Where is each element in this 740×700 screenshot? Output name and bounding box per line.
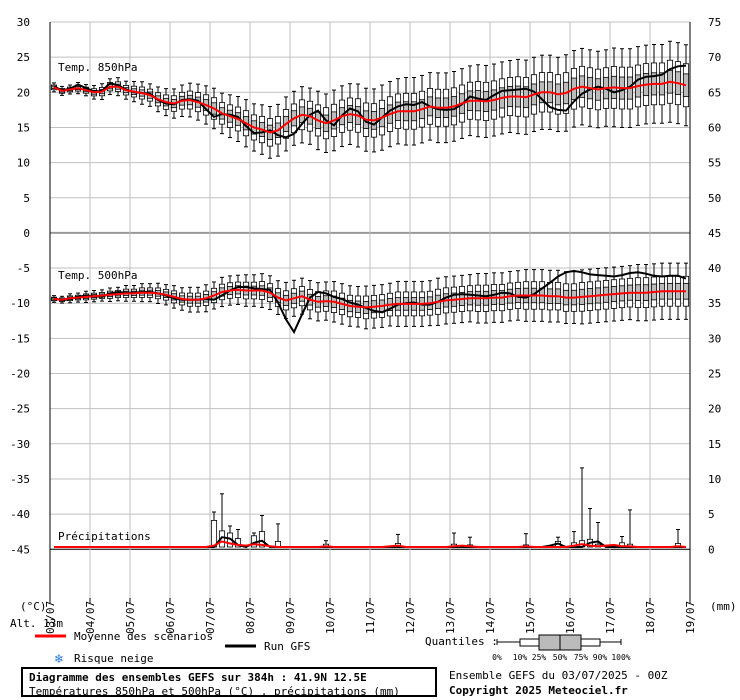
x-tick-label: 16/07 (564, 601, 577, 634)
right-tick-label: 60 (708, 121, 721, 134)
right-tick-label: 30 (708, 332, 721, 345)
right-tick-label: 75 (708, 16, 721, 29)
right-tick-label: 65 (708, 86, 721, 99)
left-tick-label: 0 (23, 227, 30, 240)
x-tick-label: 10/07 (324, 601, 337, 634)
t850-series (50, 40, 690, 159)
x-tick-label: 04/07 (84, 601, 97, 634)
right-tick-label: 70 (708, 51, 721, 64)
ensemble-run-label: Ensemble GEFS du 03/07/2025 - 00Z (449, 669, 668, 682)
x-tick-label: 14/07 (484, 601, 497, 634)
x-tick-label: 03/07 (44, 601, 57, 634)
left-tick-label: -40 (10, 508, 30, 521)
x-tick-label: 07/07 (204, 601, 217, 634)
x-tick-label: 12/07 (404, 601, 417, 634)
grid (49, 21, 691, 603)
right-tick-label: 55 (708, 157, 721, 170)
altitude-label: Alt. 13m (10, 617, 63, 630)
legend-quantiles-title: Quantiles : (425, 635, 498, 648)
quantile-label: 90% (593, 653, 608, 662)
right-tick-label: 40 (708, 262, 721, 275)
left-tick-label: 10 (17, 157, 30, 170)
right-tick-label: 20 (708, 403, 721, 416)
x-tick-label: 18/07 (644, 601, 657, 634)
right-tick-label: 5 (708, 508, 715, 521)
left-tick-label: 30 (17, 16, 30, 29)
left-tick-label: 25 (17, 51, 30, 64)
x-tick-label: 13/07 (444, 601, 457, 634)
copyright: Copyright 2025 Meteociel.fr (449, 684, 628, 697)
x-tick-label: 08/07 (244, 601, 257, 634)
quantile-labels: 0% 10% 25% 50% 75% 90% 100% (492, 653, 631, 662)
right-tick-label: 0 (708, 543, 715, 556)
left-tick-label: -15 (10, 332, 30, 345)
legend-run-label: Run GFS (264, 640, 310, 653)
left-unit: (°C) (20, 600, 47, 613)
quantile-label: 100% (611, 653, 630, 662)
left-tick-label: -5 (17, 262, 30, 275)
precip-box (258, 531, 266, 548)
left-tick-label: -20 (10, 368, 30, 381)
right-tick-label: 50 (708, 192, 721, 205)
right-tick-label: 35 (708, 297, 721, 310)
chart-subtitle: Températures 850hPa et 500hPa (°C) , pré… (29, 685, 400, 698)
x-tick-label: 11/07 (364, 601, 377, 634)
left-tick-label: 20 (17, 86, 30, 99)
x-tick-label: 09/07 (284, 601, 297, 634)
legend-snow-label: Risque neige (74, 652, 153, 665)
legend-mean-label: Moyenne des scénarios (74, 630, 213, 643)
right-tick-label: 10 (708, 473, 721, 486)
precipitation-series (54, 467, 687, 549)
panel-label-precip: Précipitations (58, 530, 151, 543)
legend: Moyenne des scénarios Run GFS ❄ Risque n… (35, 630, 631, 666)
x-tick-label: 19/07 (684, 601, 697, 634)
t500-mean-line (53, 288, 686, 309)
snow-icon: ❄ (54, 652, 64, 666)
x-tick-label: 06/07 (164, 601, 177, 634)
precip-box (210, 520, 218, 548)
chart-title: Diagramme des ensembles GEFS sur 384h : … (29, 671, 367, 684)
x-tick-label: 05/07 (124, 601, 137, 634)
precip-mean-line (54, 540, 687, 548)
left-tick-label: -45 (10, 543, 30, 556)
title-box: Diagramme des ensembles GEFS sur 384h : … (21, 667, 437, 698)
x-tick-label: 15/07 (524, 601, 537, 634)
quantile-label: 10% (513, 653, 528, 662)
x-tick-label: 17/07 (604, 601, 617, 634)
left-tick-label: -10 (10, 297, 30, 310)
right-tick-label: 15 (708, 438, 721, 451)
quantile-label: 75% (574, 653, 589, 662)
left-tick-label: -35 (10, 473, 30, 486)
left-tick-label: 5 (23, 192, 30, 205)
right-tick-label: 45 (708, 227, 721, 240)
t500-series (50, 262, 690, 335)
right-unit: (mm) (710, 600, 737, 613)
quantile-label: 25% (532, 653, 547, 662)
quantile-label: 50% (553, 653, 568, 662)
left-tick-label: -25 (10, 403, 30, 416)
quantile-label: 0% (492, 653, 502, 662)
panel-label-t850: Temp. 850hPa (58, 61, 137, 74)
left-tick-label: -30 (10, 438, 30, 451)
t850-mean-line (53, 80, 687, 134)
panel-label-t500: Temp. 500hPa (58, 269, 137, 282)
left-tick-label: 15 (17, 121, 30, 134)
quantile-box-legend (496, 634, 622, 651)
right-tick-label: 25 (708, 368, 721, 381)
